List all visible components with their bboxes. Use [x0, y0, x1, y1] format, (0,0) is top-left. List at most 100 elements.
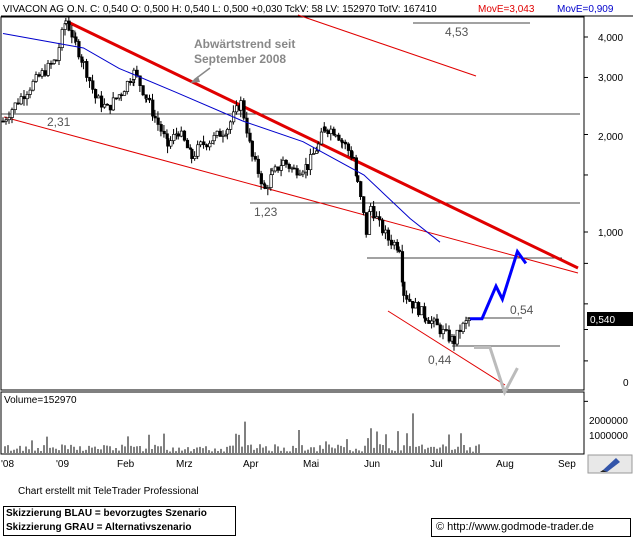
- support-channel-line: [387, 310, 506, 386]
- price-candle: [108, 104, 113, 111]
- price-candle: [125, 80, 130, 92]
- price-candle: [67, 20, 71, 31]
- price-candle: [359, 181, 363, 198]
- price-candle: [64, 20, 68, 24]
- x-axis: '08 '09 Feb Mrz Apr Mai Jun Jul Aug Sep: [1, 459, 576, 470]
- price-candle: [323, 126, 327, 131]
- price-candle: [199, 141, 203, 146]
- x-tick-label: Sep: [558, 459, 576, 470]
- price-candle: [400, 251, 405, 283]
- price-candle: [239, 100, 243, 111]
- price-candle: [287, 163, 291, 169]
- price-candle: [37, 74, 41, 77]
- y-tick-label: 4,000: [598, 33, 623, 44]
- price-candle: [128, 80, 133, 84]
- moving-average-line: [2, 33, 441, 243]
- price-candle: [312, 153, 316, 155]
- trend-annotation-line2: September 2008: [194, 52, 286, 66]
- price-candle: [4, 119, 8, 122]
- price-candle: [202, 141, 206, 146]
- price-candle: [117, 94, 122, 99]
- price-candle: [208, 142, 212, 148]
- source-url[interactable]: http://www.godmode-trader.de: [447, 521, 594, 533]
- price-candle: [329, 128, 333, 134]
- price-candle: [424, 317, 428, 321]
- price-candle: [179, 130, 184, 137]
- price-candle: [458, 329, 462, 332]
- level-label-453: 4,53: [445, 25, 469, 39]
- price-candle: [405, 295, 409, 300]
- last-price-box: [587, 312, 633, 326]
- price-candle: [273, 166, 277, 172]
- price-candle: [91, 80, 95, 90]
- price-candle: [43, 70, 47, 76]
- price-candle: [1, 120, 5, 123]
- price-candle: [362, 196, 366, 213]
- price-candle: [190, 148, 194, 159]
- price-candle: [447, 329, 451, 342]
- level-label-123: 1,23: [254, 205, 278, 219]
- price-candle: [263, 184, 267, 189]
- price-candle: [46, 62, 50, 76]
- legend-blue-text: Skizzierung BLAU = bevorzugtes Szenario: [6, 508, 207, 519]
- price-candle: [153, 115, 157, 119]
- price-candle: [309, 154, 313, 171]
- x-tick-label: Aug: [496, 459, 514, 470]
- price-candle: [166, 138, 170, 147]
- scenario-legend: Skizzierung BLAU = bevorzugtes Szenario …: [3, 506, 236, 536]
- volume-tick-label: 1000000: [589, 431, 628, 442]
- price-candle: [284, 159, 288, 165]
- source-link[interactable]: © http://www.godmode-trader.de: [431, 518, 631, 537]
- price-candle: [432, 318, 436, 322]
- price-candle: [156, 117, 160, 125]
- price-candle: [414, 302, 418, 309]
- price-candle: [88, 77, 92, 82]
- price-candle: [266, 187, 270, 189]
- price-series: [1, 15, 471, 351]
- x-tick-label: '08: [1, 459, 14, 470]
- price-candle: [417, 302, 421, 316]
- price-candle: [162, 130, 166, 135]
- y-axis: 4,000 3,000 2,000 1,000 0: [598, 33, 629, 389]
- volume-tick-label: 2000000: [589, 416, 628, 427]
- price-candle: [7, 117, 11, 121]
- price-candle: [295, 168, 299, 176]
- price-candle: [326, 130, 330, 134]
- price-candle: [235, 105, 239, 113]
- price-candle: [346, 143, 351, 151]
- upper-channel-line: [297, 14, 477, 77]
- price-candle: [77, 41, 81, 58]
- price-candle: [253, 156, 257, 160]
- price-panel-frame: [0, 16, 585, 391]
- y-axis-minor-ticks: [584, 36, 588, 402]
- price-candle: [378, 216, 382, 221]
- price-candle: [52, 59, 56, 64]
- price-candle: [356, 175, 360, 182]
- price-candle: [185, 139, 190, 149]
- price-candle: [461, 322, 465, 332]
- price-candle: [218, 130, 222, 137]
- trend-annotation-arrow: [190, 67, 211, 83]
- price-candle: [438, 324, 442, 335]
- price-candle: [193, 155, 197, 159]
- price-candle: [215, 130, 219, 136]
- price-candle: [31, 80, 35, 91]
- price-candle: [182, 130, 187, 141]
- price-candle: [315, 150, 319, 154]
- x-tick-label: '09: [56, 459, 69, 470]
- price-candle: [22, 96, 26, 100]
- price-candle: [269, 174, 273, 188]
- price-candle: [229, 121, 233, 130]
- price-candle: [427, 320, 431, 324]
- price-candle: [276, 166, 280, 171]
- x-tick-label: Jun: [364, 459, 380, 470]
- price-candle: [40, 70, 44, 77]
- price-candle: [159, 124, 163, 132]
- x-tick-label: Feb: [117, 459, 135, 470]
- volume-legend: Volume=152970: [4, 395, 77, 406]
- pencil-tool-icon[interactable]: [587, 454, 633, 474]
- price-candle: [16, 102, 20, 105]
- y-tick-label: 2,000: [598, 132, 623, 143]
- price-candle: [250, 140, 254, 157]
- price-candle: [172, 134, 176, 141]
